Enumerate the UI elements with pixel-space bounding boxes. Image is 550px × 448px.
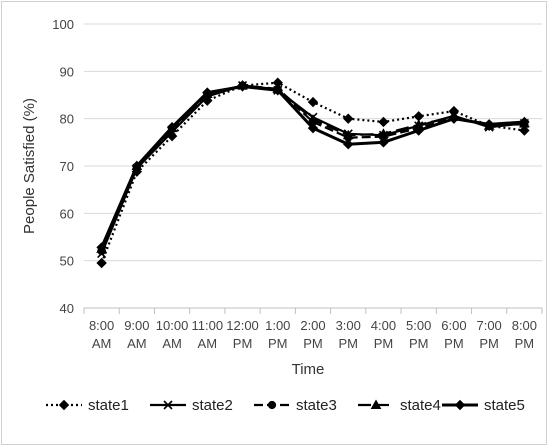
legend-swatch-marker [163,400,173,410]
series-line-state4 [100,84,525,250]
legend-entry-state2: state2 [150,397,233,414]
data-point-state5 [483,119,495,130]
x-tick-period: PM [303,336,323,351]
x-tick-period: PM [444,336,464,351]
x-tick-label: 12:00 PM [226,318,259,351]
x-tick-label: 6:00 PM [441,318,466,351]
series-line-state2 [100,84,525,254]
legend: state1 state2 state3 state4 state5 [46,397,525,414]
y-tick-label: 50 [60,254,74,269]
y-tick-label: 80 [60,112,74,127]
x-tick-time: 3:00 [336,318,361,333]
data-point-state4 [342,129,354,140]
data-point-state5 [166,121,178,133]
legend-swatch-marker [454,399,466,411]
x-tick-time: 11:00 [192,318,224,333]
legend-label: state5 [484,397,525,414]
legend-swatch-marker [58,399,70,411]
legend-label: state1 [88,397,129,414]
x-tick-label: 11:00 AM [192,318,224,351]
data-point-state5 [96,242,107,253]
legend-entry-state4: state4 [358,397,441,414]
grid-lines [84,23,542,262]
x-tick-time: 7:00 [476,318,501,333]
x-tick-time: 8:00 [89,318,114,333]
x-tick-label: 2:00 PM [300,318,325,351]
series-state2 [97,80,529,259]
x-tick-period: PM [479,336,499,351]
data-point-state5 [519,116,530,128]
x-tick-period: PM [374,336,394,351]
x-tick-period: PM [268,336,288,351]
x-tick-period: AM [198,336,218,351]
x-tick-period: AM [127,336,147,351]
data-point-state1 [519,125,530,136]
legend-entry-state1: state1 [46,397,129,414]
data-point-state1 [96,257,107,269]
x-tick-time: 2:00 [300,318,325,333]
data-point-state1 [307,96,319,108]
y-tick-label: 90 [60,64,74,79]
data-point-state5 [307,122,319,134]
data-point-state5 [272,85,283,96]
x-tick-period: PM [515,336,535,351]
x-tick-period: PM [338,336,358,351]
x-axis-title: Time [292,361,325,378]
y-axis-title: People Satisfied (%) [21,98,38,234]
data-point-state5 [202,87,213,98]
series-state5 [96,81,530,253]
y-tick-label: 100 [52,17,74,32]
x-tick-period: AM [162,336,182,351]
legend-swatch-marker [370,399,382,409]
x-tick-time: 10:00 [156,318,189,333]
series-line-state5 [100,84,525,249]
data-point-state5 [413,125,424,136]
series-state3 [97,81,529,256]
x-tick-time: 12:00 [226,318,259,333]
data-point-state1 [378,116,389,128]
series-line-state1 [100,81,525,264]
legend-swatch-marker [267,400,277,410]
x-tick-label: 7:00 PM [476,318,501,351]
x-tick-label: 8:00 PM [512,318,537,351]
data-point-state5 [237,81,248,92]
x-tick-time: 1:00 [265,318,290,333]
x-tick-period: PM [233,336,253,351]
x-tick-label: 3:00 PM [336,318,361,351]
data-point-state1 [343,113,354,124]
y-axis-ticks: 40 50 60 70 80 90 100 [52,17,74,316]
data-point-state5 [448,113,460,124]
legend-label: state4 [400,397,441,414]
x-tick-label: 1:00 PM [265,318,290,351]
x-tick-time: 8:00 [512,318,537,333]
legend-entry-state5: state5 [442,397,525,414]
legend-entry-state3: state3 [254,397,337,414]
x-tick-time: 5:00 [406,318,431,333]
legend-label: state2 [192,397,233,414]
x-tick-period: AM [92,336,112,351]
x-tick-time: 9:00 [124,318,149,333]
x-tick-label: 5:00 PM [406,318,431,351]
x-tick-label: 4:00 PM [371,318,396,351]
data-point-state5 [343,139,354,150]
series-group [96,77,530,269]
series-state1 [96,77,530,269]
y-tick-label: 70 [60,159,74,174]
x-tick-label: 9:00 AM [124,318,149,351]
data-point-state5 [131,160,143,172]
series-line-state3 [100,84,525,252]
x-tick-label: 10:00 AM [156,318,189,351]
y-tick-label: 40 [60,301,74,316]
x-tick-label: 8:00 AM [89,318,114,351]
x-tick-time: 6:00 [441,318,466,333]
x-tick-period: PM [409,336,429,351]
legend-label: state3 [296,397,337,414]
data-point-state5 [378,137,389,148]
y-tick-label: 60 [60,206,74,221]
x-tick-time: 4:00 [371,318,396,333]
